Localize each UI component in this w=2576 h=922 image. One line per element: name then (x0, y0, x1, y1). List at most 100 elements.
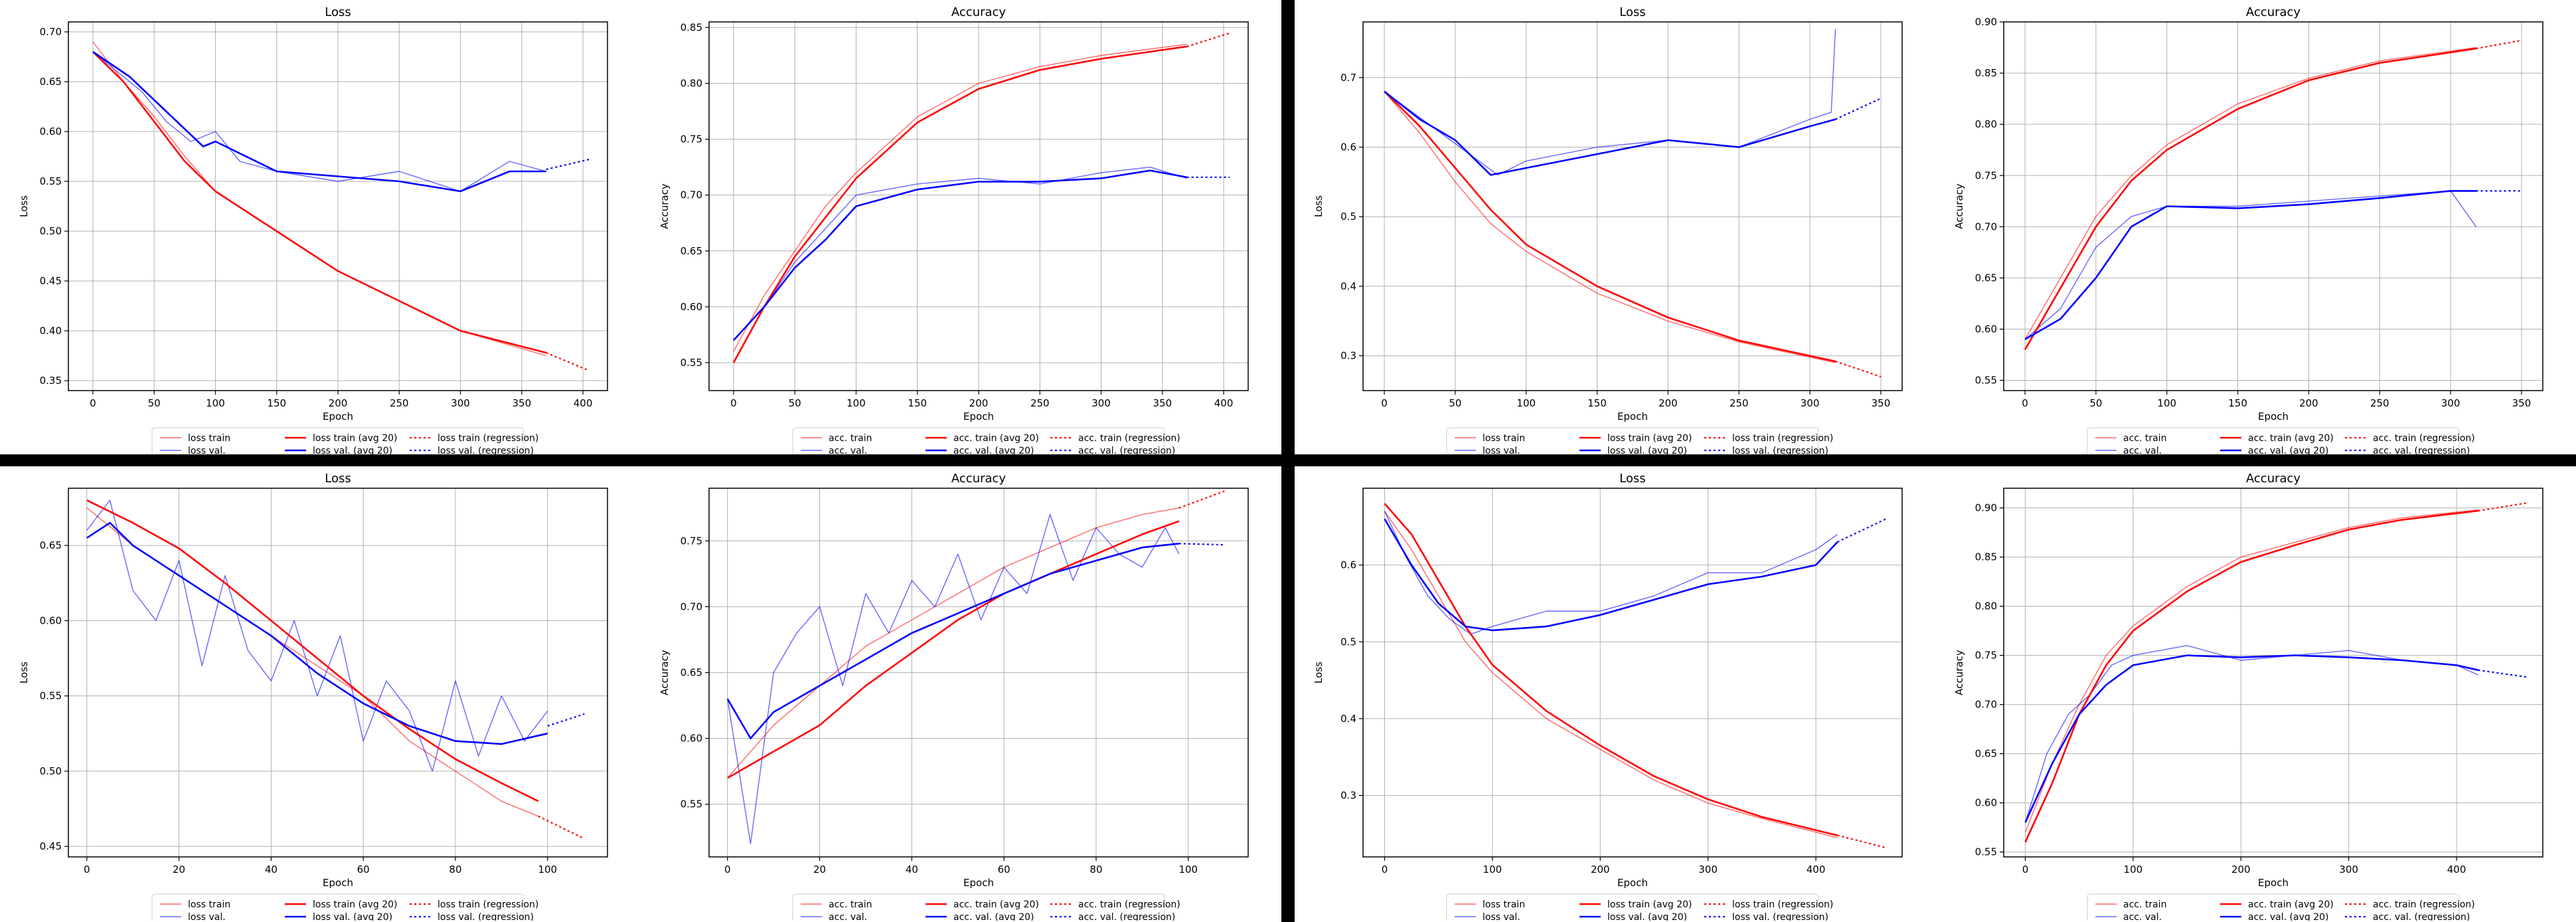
y-tick-label: 0.7 (1340, 72, 1356, 84)
series-line-acc-train-regression- (1178, 490, 1226, 509)
series-line-acc-train-avg-20- (727, 520, 1180, 779)
legend-label: loss train (regression) (1732, 433, 1833, 444)
series-line-acc-train-regression- (2478, 502, 2527, 512)
legend-label: acc. train (regression) (1078, 899, 1180, 910)
y-tick-label: 0.65 (40, 76, 62, 88)
x-tick-label: 0 (1381, 397, 1388, 409)
series-line-loss-train-regression- (1835, 360, 1882, 378)
y-tick-label: 0.60 (40, 614, 62, 626)
legend-label: loss train (regression) (438, 899, 538, 910)
x-tick-label: 250 (1030, 397, 1050, 409)
series-line-loss-val-avg-20- (92, 50, 546, 193)
legend-label: acc. val. (avg 20) (2248, 912, 2328, 921)
grid (2004, 21, 2543, 391)
y-tick-label: 0.60 (681, 733, 702, 745)
y-tick-label: 0.55 (681, 798, 702, 810)
x-tick-label: 0 (2022, 864, 2029, 876)
y-tick-label: 0.85 (1975, 67, 1997, 79)
legend-label: acc. val. (regression) (2373, 446, 2470, 454)
y-tick-label: 0.65 (40, 539, 62, 551)
x-axis-label: Epoch (323, 411, 353, 422)
series-line-loss-val- (86, 500, 548, 772)
legend-label: loss train (regression) (438, 433, 538, 444)
x-tick-label: 50 (148, 397, 161, 409)
legend-label: acc. val. (829, 446, 867, 454)
x-tick-label: 150 (2228, 397, 2247, 409)
y-tick-label: 0.5 (1340, 636, 1356, 648)
x-tick-label: 60 (357, 864, 370, 876)
legend-label: loss train (avg 20) (1607, 433, 1692, 444)
series-group (1384, 503, 1887, 849)
x-tick-label: 350 (2512, 397, 2532, 409)
plot-frame (2003, 488, 2543, 858)
x-tick-label: 50 (1449, 397, 1461, 409)
x-axis-label: Epoch (2258, 877, 2289, 889)
x-tick-label: 200 (2231, 864, 2251, 876)
x-tick-label: 100 (1178, 864, 1198, 876)
y-tick-label: 0.55 (681, 357, 702, 369)
chart-title: Loss (1619, 5, 1645, 19)
chart-title: Accuracy (951, 5, 1006, 19)
legend-label: loss train (avg 20) (1607, 899, 1692, 910)
series-line-loss-train (1384, 511, 1838, 838)
series-line-acc-val-avg-20- (2024, 654, 2478, 823)
grid (709, 488, 1248, 857)
legend-label: acc. val. (2123, 446, 2162, 454)
y-tick-label: 0.90 (1975, 16, 1997, 28)
series-line-acc-val-avg-20- (2024, 190, 2476, 341)
x-tick-label: 300 (1698, 864, 1718, 876)
y-tick-label: 0.80 (1975, 118, 1997, 130)
series-line-acc-train (727, 507, 1180, 779)
x-tick-label: 350 (512, 397, 531, 409)
legend-label: acc. train (avg 20) (953, 433, 1039, 444)
chart-panel-loss: 0 50 100 150 200 250 300 350 0.3 0.4 0.5 0.6 0.7 Loss… (1313, 5, 1903, 454)
series-line-acc-train (2024, 509, 2478, 833)
chart-title: Loss (1619, 472, 1645, 486)
y-tick-label: 0.70 (1975, 699, 1997, 711)
x-tick-label: 400 (2447, 864, 2466, 876)
legend-label: loss train (avg 20) (313, 433, 397, 444)
y-axis-label: Accuracy (1953, 183, 1965, 229)
legend-label: loss val. (avg 20) (313, 912, 392, 921)
series-line-loss-val-avg-20- (86, 521, 548, 745)
legend-label: loss val. (regression) (438, 446, 534, 454)
series-line-loss-train-avg-20- (92, 51, 547, 354)
x-tick-label: 50 (789, 397, 801, 409)
y-tick-label: 0.3 (1340, 350, 1356, 362)
x-tick-label: 20 (813, 864, 826, 876)
legend: loss train loss val. loss train (avg 20) lo… (1446, 427, 1833, 454)
legend-label: loss train (regression) (1732, 899, 1833, 910)
x-tick-label: 80 (449, 864, 461, 876)
series-line-loss-train-regression- (538, 815, 585, 840)
series-group (732, 32, 1230, 363)
legend-label: acc. train (829, 899, 872, 910)
x-tick-label: 250 (1730, 397, 1749, 409)
series-line-loss-val-avg-20- (1384, 518, 1838, 632)
y-tick-label: 0.35 (40, 375, 62, 387)
x-tick-label: 300 (1091, 397, 1111, 409)
y-tick-label: 0.55 (40, 175, 62, 187)
x-tick-label: 20 (173, 864, 185, 876)
legend-label: loss train (188, 433, 230, 444)
series-line-loss-train-regression- (1837, 834, 1886, 849)
series-line-acc-train (733, 43, 1187, 352)
y-tick-label: 0.45 (40, 275, 62, 287)
grid (709, 22, 1248, 391)
y-tick-label: 0.4 (1340, 280, 1356, 292)
series-group (2024, 502, 2527, 843)
y-tick-label: 0.70 (1975, 221, 1997, 232)
x-tick-label: 200 (969, 397, 989, 409)
x-axis-label: Epoch (1617, 411, 1648, 422)
x-tick-label: 150 (908, 397, 927, 409)
x-axis-label: Epoch (963, 877, 994, 889)
series-line-loss-val-regression- (1835, 98, 1882, 120)
y-tick-label: 0.45 (40, 840, 62, 852)
x-tick-label: 100 (538, 864, 557, 876)
chart-panel-accuracy: 0 100 200 300 400 0.55 0.60 0.65 0.70 0.75 0.80 0.8… (1953, 472, 2543, 921)
series-line-acc-val-avg-20- (726, 543, 1180, 739)
chart-title: Loss (325, 472, 351, 486)
legend-label: loss val. (avg 20) (313, 446, 392, 454)
series-line-loss-train (92, 41, 546, 357)
y-axis-label: Accuracy (659, 183, 671, 229)
series-line-acc-val-avg-20- (732, 169, 1187, 341)
